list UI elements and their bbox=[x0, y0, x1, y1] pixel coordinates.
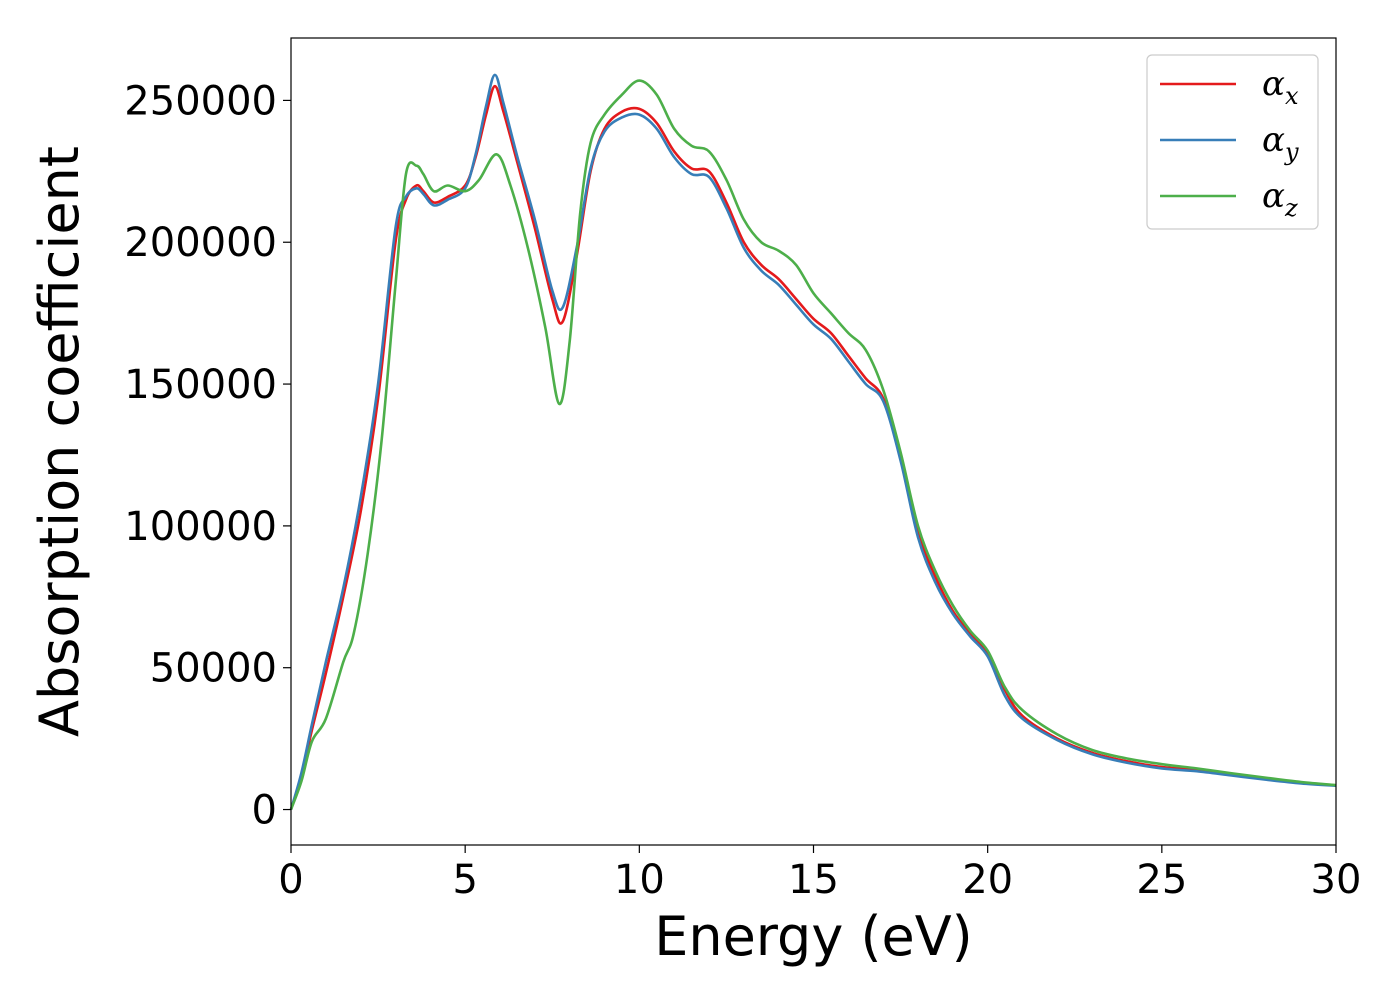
series-line-z bbox=[289, 79, 1337, 810]
x-tick-label: 5 bbox=[452, 857, 477, 903]
x-tick-label: 10 bbox=[614, 857, 665, 903]
y-tick-label: 200000 bbox=[124, 220, 277, 266]
x-tick-label: 25 bbox=[1136, 857, 1187, 903]
x-tick-label: 15 bbox=[788, 857, 839, 903]
y-tick-label: 100000 bbox=[124, 504, 277, 550]
legend: αx αy αz bbox=[1146, 54, 1319, 230]
series-line-x bbox=[289, 84, 1337, 810]
y-axis-label: Absorption coefficient bbox=[28, 146, 91, 737]
legend-label-z: αz bbox=[1262, 176, 1298, 222]
x-axis-label: Energy (eV) bbox=[654, 905, 973, 968]
x-tick-label: 30 bbox=[1311, 857, 1362, 903]
legend-label-y: αy bbox=[1262, 120, 1299, 166]
series-line-y bbox=[289, 73, 1337, 810]
y-tick-label: 0 bbox=[252, 788, 277, 834]
y-tick-label: 150000 bbox=[124, 362, 277, 408]
y-axis-ticks: 0 50000 100000 150000 200000 250000 bbox=[124, 78, 291, 834]
legend-label-x: αx bbox=[1262, 64, 1299, 110]
y-tick-label: 50000 bbox=[150, 646, 277, 692]
y-tick-label: 250000 bbox=[124, 78, 277, 124]
x-tick-label: 0 bbox=[278, 857, 303, 903]
x-tick-label: 20 bbox=[962, 857, 1013, 903]
x-axis-ticks: 0 5 10 15 20 25 30 bbox=[278, 845, 1361, 903]
plot-lines bbox=[289, 73, 1337, 810]
legend-box bbox=[1146, 54, 1319, 230]
